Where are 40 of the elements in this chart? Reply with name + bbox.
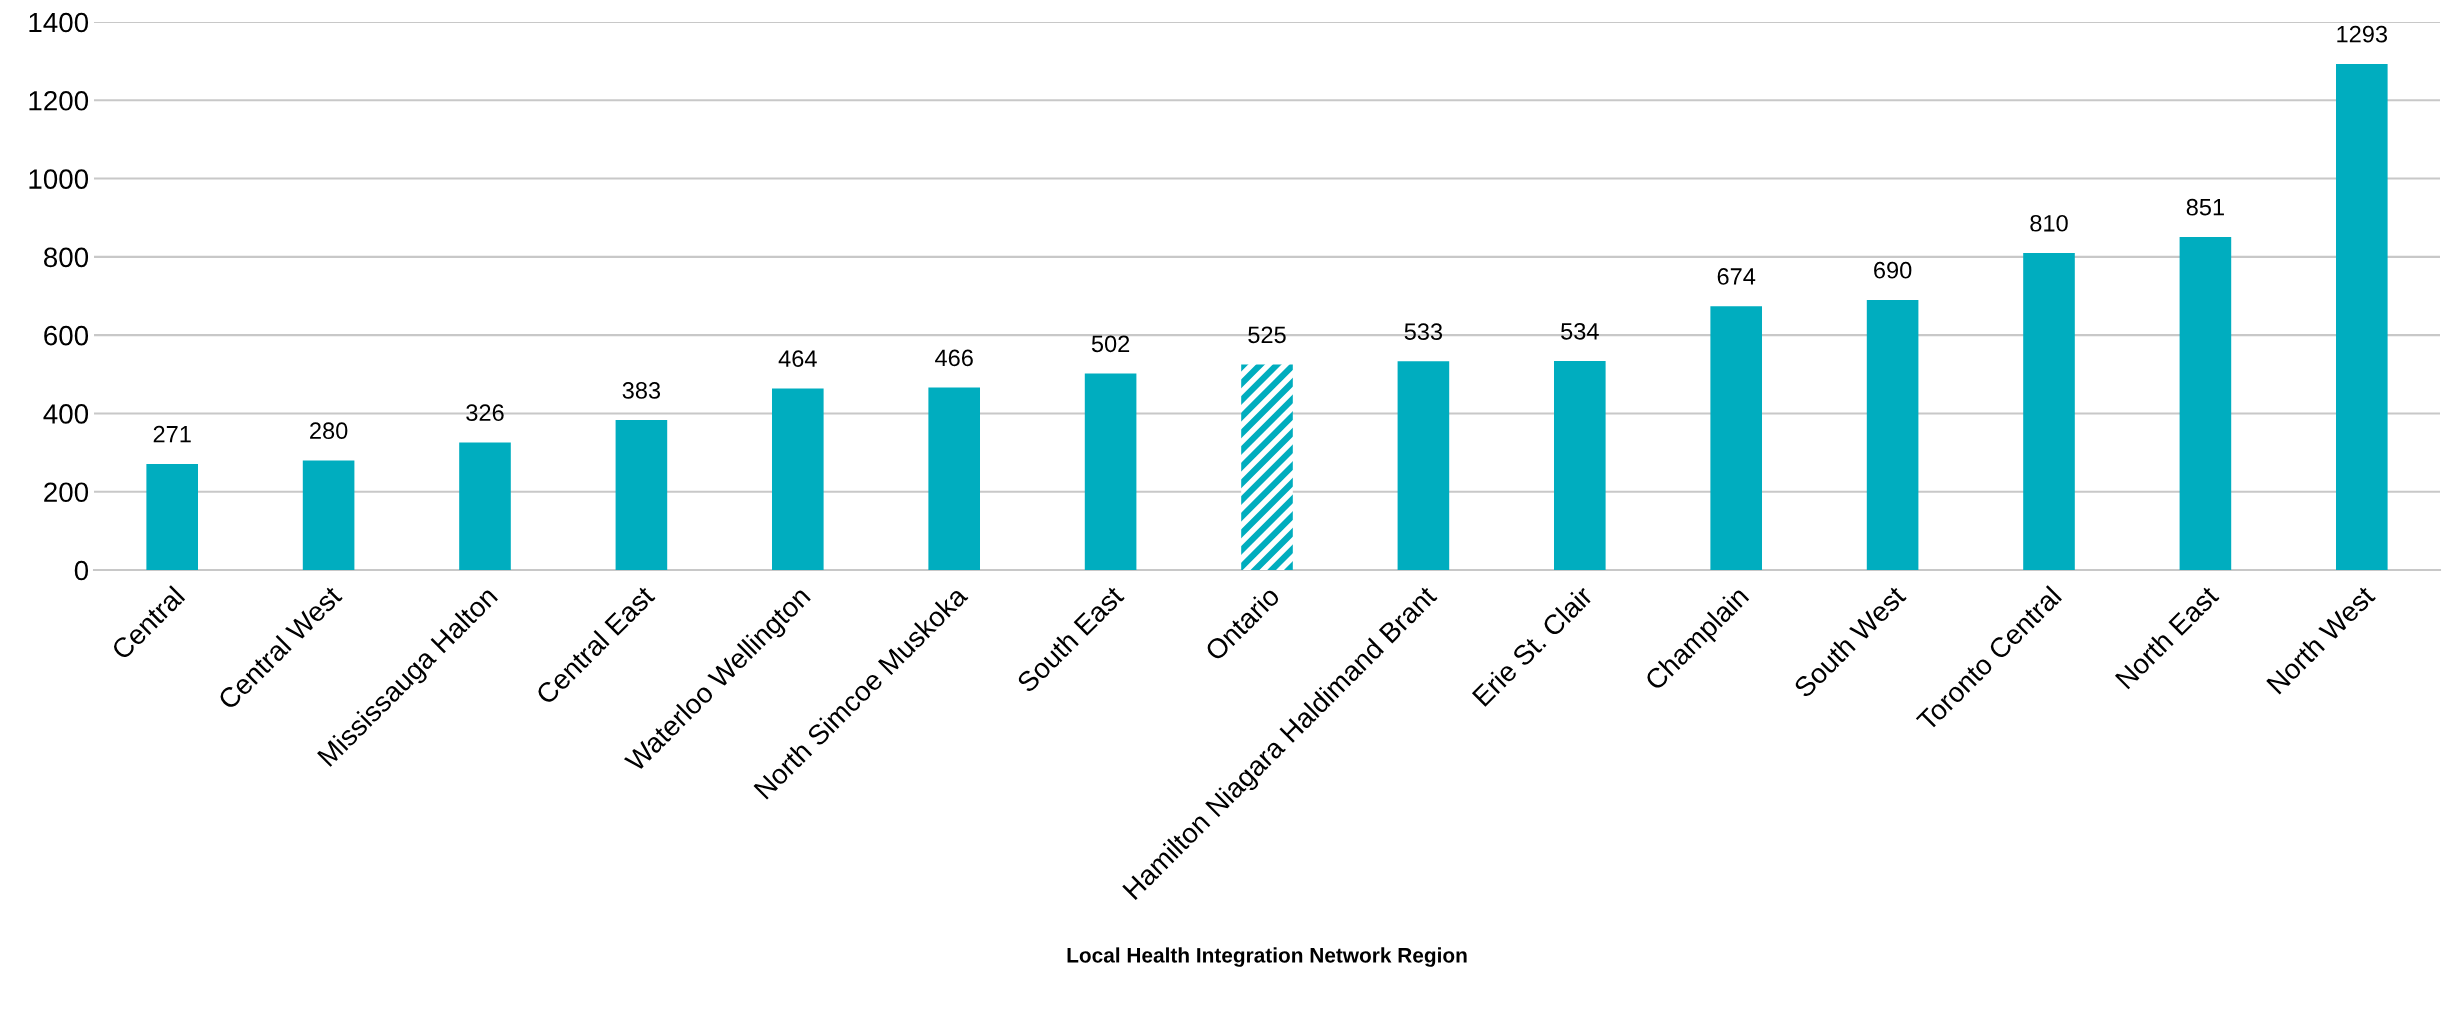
y-tick-label: 0 bbox=[74, 560, 89, 581]
bar bbox=[928, 387, 981, 570]
data-label: 1293 bbox=[2337, 25, 2388, 43]
x-axis-title: Local Health Integration Network Region bbox=[1067, 947, 1467, 967]
bar bbox=[1241, 364, 1293, 570]
data-label: 383 bbox=[622, 382, 661, 399]
data-label: 466 bbox=[935, 349, 973, 367]
data-label: 534 bbox=[1561, 322, 1599, 340]
x-tick-label: Erie St. Clair bbox=[1471, 584, 1594, 707]
data-label: 810 bbox=[2030, 214, 2068, 232]
bar bbox=[2023, 252, 2075, 570]
y-tick-label: 1000 bbox=[29, 169, 89, 189]
data-label: 533 bbox=[1404, 323, 1443, 341]
bar bbox=[302, 460, 355, 570]
bar bbox=[146, 463, 199, 570]
data-label: 271 bbox=[153, 425, 191, 443]
data-label: 525 bbox=[1248, 326, 1286, 344]
data-label: 851 bbox=[2186, 198, 2224, 216]
data-label: 502 bbox=[1091, 335, 1130, 353]
data-label: 280 bbox=[310, 422, 348, 440]
data-label: 326 bbox=[466, 404, 504, 422]
bar bbox=[2179, 236, 2232, 570]
bar bbox=[1553, 360, 1606, 570]
bar bbox=[615, 420, 668, 570]
bar bbox=[2335, 63, 2388, 570]
y-tick-label: 1400 bbox=[29, 12, 89, 33]
bar bbox=[1397, 361, 1450, 570]
bar bbox=[1866, 299, 1919, 570]
bar bbox=[771, 388, 824, 570]
data-label: 690 bbox=[1874, 261, 1912, 279]
bar bbox=[1710, 306, 1763, 570]
data-label: 464 bbox=[778, 350, 817, 368]
y-tick-label: 600 bbox=[44, 325, 89, 346]
y-tick-label: 800 bbox=[44, 247, 89, 268]
y-tick-label: 400 bbox=[43, 404, 89, 424]
bar bbox=[459, 442, 511, 570]
y-tick-label: 200 bbox=[44, 482, 89, 503]
bar bbox=[1084, 373, 1137, 570]
y-tick-label: 1200 bbox=[29, 90, 89, 111]
data-label: 674 bbox=[1717, 268, 1756, 285]
